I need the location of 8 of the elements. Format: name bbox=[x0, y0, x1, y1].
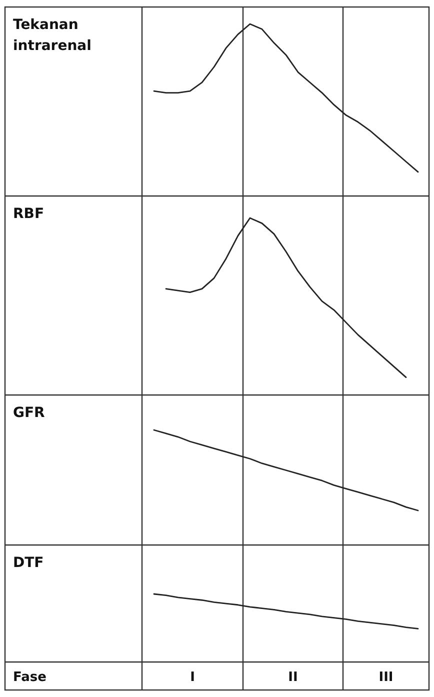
y-axis-title: DTF bbox=[13, 555, 44, 571]
category-label: III bbox=[378, 670, 394, 685]
y-axis-title: GFR bbox=[13, 405, 46, 421]
y-axis-title: Tekanan intrarenal bbox=[13, 17, 92, 54]
text: Fase bbox=[13, 670, 47, 685]
category-label: I bbox=[190, 670, 195, 685]
y-axis-title: RBF bbox=[13, 206, 44, 222]
category-label: II bbox=[288, 670, 298, 685]
